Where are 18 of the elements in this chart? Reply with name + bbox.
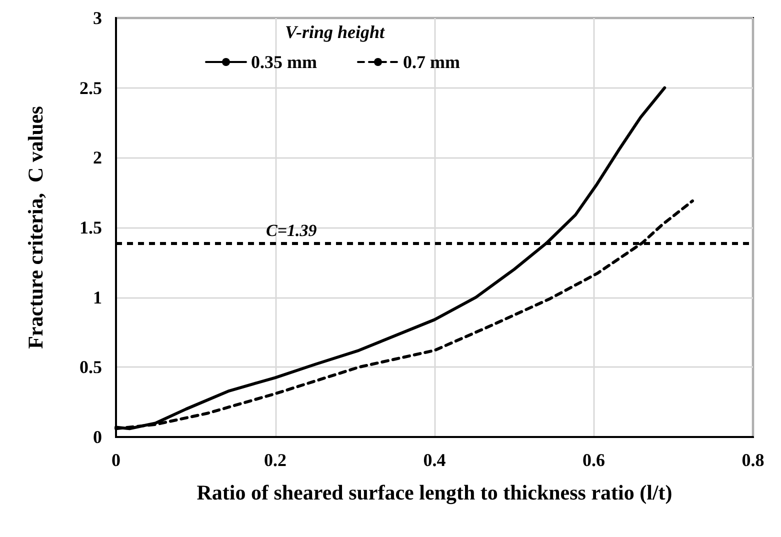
x-tick-label: 0: [112, 450, 120, 470]
legend-label: 0.35 mm: [251, 52, 317, 72]
y-tick-label: 1.5: [80, 218, 102, 238]
y-tick-label: 1: [93, 287, 102, 308]
x-tick-label: 0.4: [423, 450, 446, 470]
x-tick-label: 0.6: [582, 450, 605, 470]
legend-label: 0.7 mm: [402, 52, 460, 72]
x-axis-title: Ratio of sheared surface length to thickness ratio (l/t): [196, 480, 672, 504]
y-axis-title: Fracture criteria, C values: [24, 106, 48, 349]
legend-title: V-ring height: [285, 22, 386, 42]
ref-line-label: C=1.39: [266, 220, 318, 240]
x-tick-label: 0.2: [264, 450, 286, 470]
x-tick-label: 0.8: [742, 450, 764, 470]
y-tick-label: 3: [93, 8, 102, 28]
y-tick-label: 0.5: [80, 357, 102, 378]
y-tick-label: 2: [93, 148, 102, 168]
y-tick-label: 2.5: [80, 78, 102, 98]
y-tick-label: 0: [93, 427, 102, 447]
